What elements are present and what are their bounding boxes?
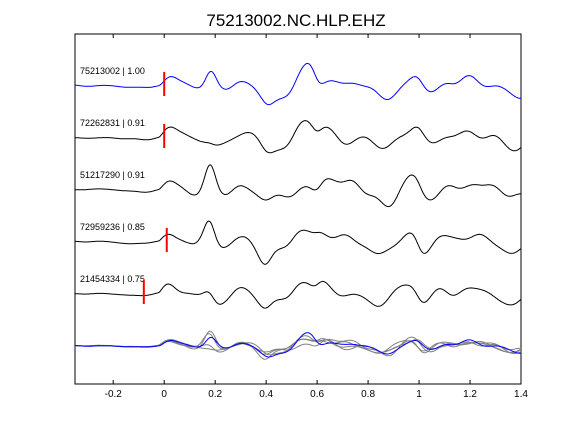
x-tick-label: 0: [161, 389, 167, 400]
trace-line: [74, 62, 521, 106]
trace-line: [75, 280, 522, 309]
trace-label: 72262831 | 0.91: [80, 118, 145, 128]
traces: 75213002 | 1.00 72262831 | 0.91 51217290 |…: [74, 62, 522, 309]
trace-label: 21454334 | 0.75: [80, 274, 145, 284]
x-tick-label: 0.2: [208, 389, 222, 400]
x-tick-label: 1.4: [514, 389, 528, 400]
x-tick-label: 1: [416, 389, 422, 400]
trace-line: [74, 220, 522, 265]
trace-label: 51217290 | 0.91: [80, 170, 145, 180]
x-tick-label: -0.2: [105, 389, 123, 400]
x-axis: -0.2 0 0.2 0.4 0.6 0.8 1 1.2 1.4: [105, 34, 528, 400]
x-tick-label: 0.6: [310, 389, 324, 400]
trace-line: [75, 120, 522, 154]
overlay-stack: [74, 330, 522, 360]
x-tick-label: 1.2: [463, 389, 477, 400]
chart-title: 75213002.NC.HLP.EHZ: [206, 11, 385, 30]
overlay-trace-line: [74, 332, 522, 358]
trace-label: 75213002 | 1.00: [80, 66, 145, 76]
trace-line: [75, 164, 521, 208]
overlay-trace-line: [75, 335, 522, 356]
trace-label: 72959236 | 0.85: [80, 222, 145, 232]
x-tick-label: 0.4: [259, 389, 273, 400]
plot-frame: [74, 33, 522, 385]
x-tick-label: 0.8: [361, 389, 375, 400]
